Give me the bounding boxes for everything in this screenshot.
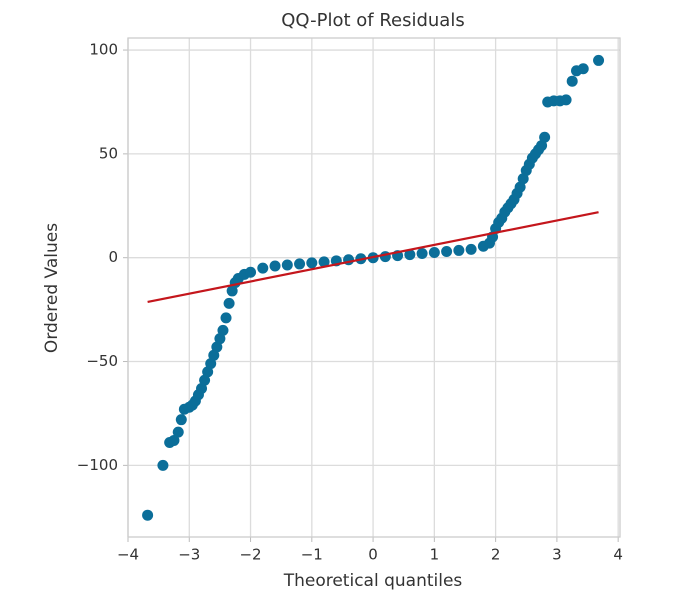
- point: [416, 248, 428, 260]
- point: [269, 260, 281, 272]
- x-tick-label: −1: [301, 546, 323, 564]
- y-tick-label: 0: [108, 248, 118, 266]
- point: [205, 358, 217, 370]
- point: [168, 434, 180, 446]
- point: [514, 181, 526, 193]
- point: [441, 245, 453, 257]
- x-tick-label: 3: [552, 546, 562, 564]
- plot-frame: [127, 37, 621, 538]
- y-tick-label: 100: [89, 41, 118, 59]
- point: [428, 247, 440, 259]
- point: [196, 383, 208, 395]
- y-tick-label: 50: [99, 144, 118, 162]
- point: [175, 414, 187, 426]
- point: [560, 94, 572, 106]
- y-tick-label: −50: [86, 352, 118, 370]
- point: [318, 256, 330, 268]
- x-tick-label: −3: [178, 546, 200, 564]
- point: [202, 366, 214, 378]
- point: [220, 312, 232, 324]
- point: [566, 75, 578, 87]
- point: [539, 131, 551, 143]
- point: [593, 54, 605, 66]
- x-tick-label: −2: [239, 546, 261, 564]
- point: [536, 140, 548, 152]
- point: [211, 341, 223, 353]
- point: [453, 244, 465, 256]
- point: [172, 426, 184, 438]
- point: [214, 333, 226, 345]
- y-tick-label: −100: [77, 456, 118, 474]
- point: [577, 63, 589, 75]
- point: [157, 459, 169, 471]
- fit-line: [147, 211, 599, 304]
- x-tick-label: 1: [430, 546, 440, 564]
- x-tick-label: 0: [368, 546, 378, 564]
- y-axis-label: Ordered Values: [42, 223, 62, 353]
- x-tick-label: 4: [613, 546, 623, 564]
- point: [294, 258, 306, 270]
- point: [257, 262, 269, 274]
- point: [199, 374, 211, 386]
- point: [223, 297, 235, 309]
- x-tick-label: 2: [491, 546, 501, 564]
- point: [306, 257, 318, 269]
- point: [226, 285, 238, 297]
- chart-title: QQ-Plot of Residuals: [281, 10, 464, 31]
- x-tick-label: −4: [117, 546, 139, 564]
- point: [281, 259, 293, 271]
- point: [208, 349, 220, 361]
- point: [142, 509, 154, 521]
- x-axis-label: Theoretical quantiles: [283, 571, 463, 591]
- point: [245, 266, 257, 278]
- point: [217, 324, 229, 336]
- point: [517, 173, 529, 185]
- point: [404, 249, 416, 261]
- point: [465, 243, 477, 255]
